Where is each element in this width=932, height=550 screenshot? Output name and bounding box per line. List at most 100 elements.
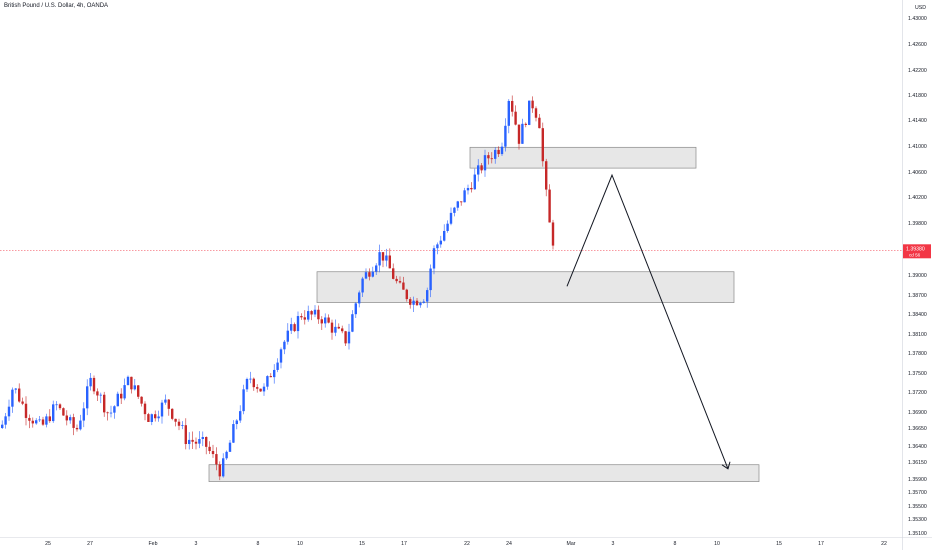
candle — [541, 122, 544, 167]
candle — [395, 275, 398, 284]
target-zone[interactable] — [208, 464, 760, 482]
candle — [354, 302, 357, 319]
candle — [446, 220, 449, 233]
y-tick-label: 1.41400 — [908, 118, 927, 124]
candle — [130, 376, 133, 394]
candle — [296, 311, 300, 339]
x-tick-label: 27 — [87, 541, 93, 547]
candle — [79, 414, 82, 431]
candle — [453, 206, 456, 217]
candle — [55, 401, 58, 411]
x-tick-label: 10 — [297, 541, 303, 547]
x-tick-label: 15 — [776, 541, 782, 547]
candle — [439, 235, 442, 248]
candle — [99, 392, 102, 404]
x-tick-label: 22 — [464, 541, 470, 547]
candle — [150, 413, 153, 426]
x-tick-label: 8 — [257, 541, 260, 547]
candle — [52, 400, 55, 423]
candle — [222, 453, 225, 478]
candle — [317, 305, 320, 324]
candle — [239, 405, 242, 423]
candle — [385, 248, 388, 267]
candle — [436, 242, 439, 255]
candle — [538, 114, 541, 129]
candle — [283, 339, 286, 355]
x-tick-label: 22 — [881, 541, 887, 547]
x-tick-label: 8 — [674, 541, 677, 547]
candle — [534, 106, 538, 122]
candle — [62, 407, 65, 416]
candle — [334, 319, 337, 337]
candle — [361, 276, 364, 298]
y-tick-label: 1.38100 — [908, 332, 927, 338]
projection-arrow — [566, 173, 729, 469]
candle — [69, 414, 72, 424]
chart-title: British Pound / U.S. Dollar, 4h, OANDA — [4, 3, 109, 9]
x-tick-label: 24 — [506, 541, 512, 547]
candle — [65, 410, 68, 426]
y-tick-label: 1.37800 — [908, 351, 927, 357]
candle — [347, 323, 351, 350]
candle — [303, 310, 306, 325]
y-tick-label: 1.38400 — [908, 312, 927, 318]
candle — [133, 378, 136, 391]
y-tick-label: 1.40600 — [908, 170, 927, 176]
candle — [11, 387, 14, 413]
candle — [191, 431, 194, 450]
candle — [307, 305, 310, 322]
candle — [327, 314, 330, 324]
candle — [483, 149, 487, 177]
y-tick-label: 1.35700 — [908, 490, 927, 496]
candle — [120, 388, 123, 404]
candle — [480, 162, 483, 174]
y-tick-label: 1.36900 — [908, 410, 927, 416]
candle — [198, 431, 201, 449]
candle — [177, 418, 181, 431]
y-tick-label: 1.37200 — [908, 390, 927, 396]
candle — [528, 100, 531, 126]
candle — [109, 405, 113, 418]
candle — [31, 417, 34, 428]
candle — [123, 378, 126, 401]
candle — [548, 184, 551, 223]
candle — [184, 418, 187, 450]
resistance-zone[interactable] — [469, 146, 697, 169]
countdown-label: cd 56 — [909, 252, 921, 257]
candle — [188, 432, 191, 450]
candle — [412, 296, 415, 312]
candle — [242, 384, 245, 415]
candle — [1, 420, 4, 429]
x-tick-label: 25 — [45, 541, 51, 547]
candle — [41, 416, 45, 426]
candle — [378, 244, 381, 273]
candle — [218, 461, 221, 481]
candle — [21, 397, 24, 406]
arrow-head-icon — [721, 461, 731, 470]
candle — [106, 411, 109, 421]
candle — [86, 379, 89, 416]
candle — [337, 323, 340, 330]
candle — [351, 310, 354, 333]
candle — [358, 290, 361, 308]
candle — [460, 201, 463, 206]
candle — [517, 124, 521, 150]
candle — [473, 168, 476, 190]
candle — [4, 412, 7, 429]
candle — [456, 200, 459, 211]
candle — [279, 347, 283, 369]
x-tick-label: 15 — [359, 541, 365, 547]
candle — [252, 377, 255, 391]
y-tick-label: 1.43000 — [908, 16, 927, 22]
candle — [402, 276, 405, 290]
candle — [293, 322, 296, 333]
candle — [7, 399, 11, 421]
candle — [313, 305, 317, 318]
candle — [35, 418, 38, 425]
y-tick-label: 1.40200 — [908, 195, 927, 201]
candle — [477, 159, 480, 182]
middle-zone[interactable] — [316, 271, 735, 303]
candle — [392, 263, 395, 280]
y-tick-label: 1.41800 — [908, 93, 927, 99]
